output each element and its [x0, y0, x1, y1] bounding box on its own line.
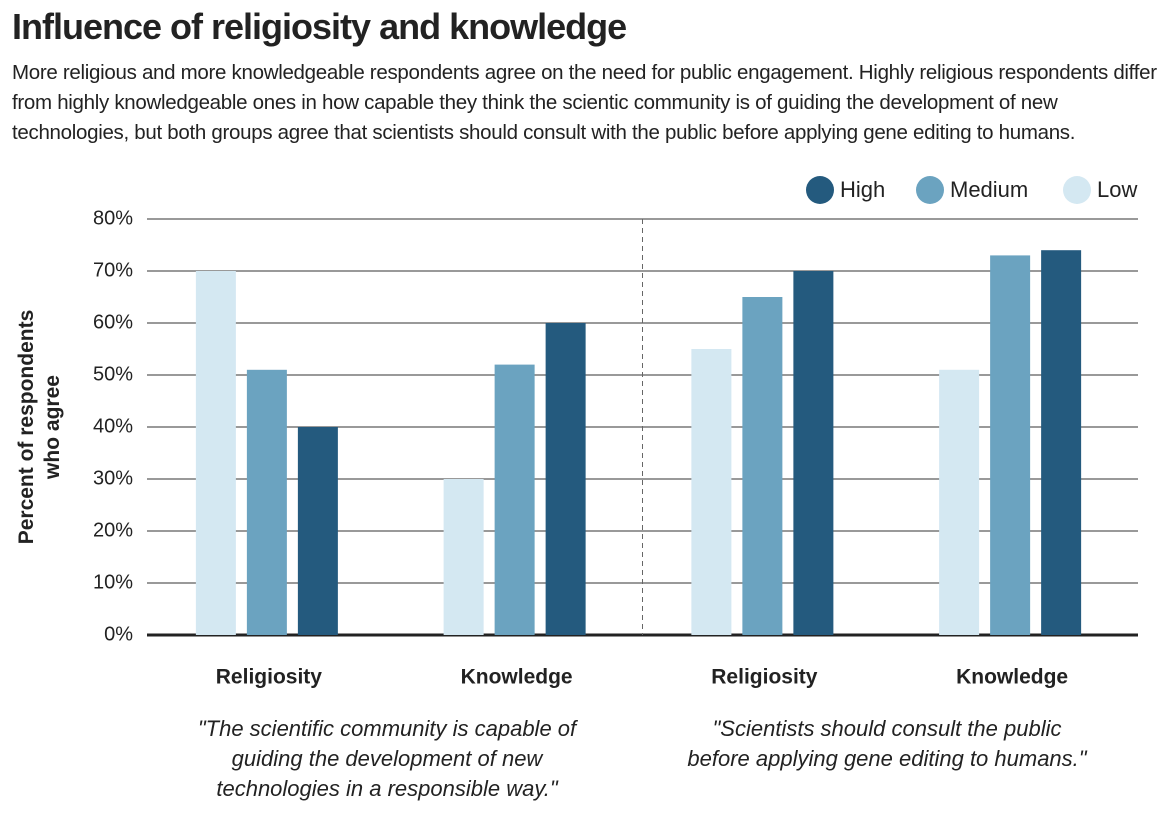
bar: [742, 297, 783, 635]
bar: [793, 271, 834, 635]
y-tick-label: 70%: [93, 259, 133, 281]
y-tick-label: 80%: [93, 207, 133, 229]
group-label: "Scientists should consult the public be…: [687, 716, 1087, 771]
legend-swatch: [916, 176, 944, 204]
bar: [246, 369, 287, 635]
legend-label: Low: [1097, 177, 1137, 202]
x-tick-label: Religiosity: [711, 666, 818, 689]
x-tick-label: Knowledge: [461, 666, 573, 689]
bar: [195, 271, 236, 635]
bar: [443, 479, 484, 635]
legend-swatch: [806, 176, 834, 204]
bar: [297, 427, 338, 635]
y-tick-label: 10%: [93, 571, 133, 593]
bar: [1041, 250, 1082, 635]
y-tick-label: 20%: [93, 519, 133, 541]
bar: [691, 349, 732, 635]
y-tick-label: 40%: [93, 415, 133, 437]
y-axis-label: Percent of respondents who agree: [15, 309, 64, 545]
y-tick-label: 50%: [93, 363, 133, 385]
legend-swatch: [1063, 176, 1091, 204]
y-tick-label: 30%: [93, 467, 133, 489]
group-label: "The scientific community is capable of …: [197, 716, 577, 801]
chart-subtitle: More religious and more knowledgeable re…: [12, 61, 1157, 144]
x-tick-label: Knowledge: [956, 666, 1068, 689]
bar: [990, 255, 1031, 635]
y-tick-label: 0%: [104, 623, 133, 645]
chart-title: Influence of religiosity and knowledge: [12, 6, 627, 47]
legend-label: High: [840, 177, 885, 202]
bar: [494, 364, 535, 635]
bar: [939, 369, 980, 635]
x-tick-label: Religiosity: [216, 666, 323, 689]
bar: [545, 323, 586, 635]
legend-label: Medium: [950, 177, 1028, 202]
y-tick-label: 60%: [93, 311, 133, 333]
